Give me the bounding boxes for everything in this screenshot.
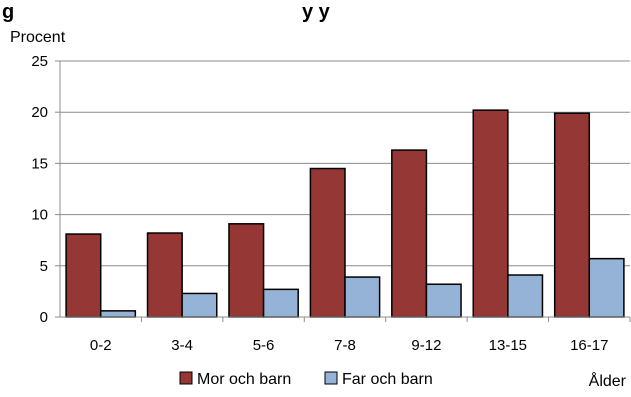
bar-mor-och-barn-3-4 [146, 232, 183, 318]
legend-label-far-och-barn: Far och barn [342, 371, 433, 388]
bar-far-och-barn-13-15 [507, 274, 544, 318]
x-tick-label: 0-2 [90, 337, 112, 354]
bar-far-och-barn-16-17 [588, 257, 625, 318]
bar-far-och-barn-5-6 [262, 288, 299, 318]
legend-swatch-far-och-barn [324, 371, 338, 385]
x-axis-title: Ålder [589, 371, 627, 390]
bar-mor-och-barn-0-2 [65, 233, 102, 318]
chart-title-fragment: g [2, 1, 14, 23]
x-tick-label: 16-17 [570, 337, 608, 354]
bar-far-och-barn-3-4 [181, 292, 218, 318]
x-tick-label: 3-4 [171, 337, 193, 354]
bars [65, 109, 625, 318]
y-tick-label: 5 [40, 258, 48, 275]
y-axis-title: Procent [10, 29, 66, 46]
y-tick-label: 10 [31, 207, 48, 224]
bar-far-och-barn-7-8 [344, 276, 381, 318]
y-tick-labels: 0 5 10 15 20 25 [31, 53, 48, 326]
gridlines [60, 60, 630, 267]
bar-far-och-barn-9-12 [425, 283, 462, 318]
bar-mor-och-barn-16-17 [553, 112, 591, 318]
x-tick-label: 13-15 [489, 337, 527, 354]
y-tick-label: 20 [31, 104, 48, 121]
bar-far-och-barn-0-2 [99, 310, 137, 318]
y-tick-label: 15 [31, 155, 48, 172]
y-tick-label: 0 [40, 309, 48, 326]
legend: Mor och barn Far och barn [179, 371, 433, 388]
x-tick-label: 5-6 [253, 337, 275, 354]
legend-swatch-mor-och-barn [179, 371, 193, 385]
y-tick-label: 25 [31, 53, 48, 70]
bar-mor-och-barn-7-8 [309, 167, 346, 318]
axes [55, 60, 631, 322]
chart-title-fragment-2: y y [302, 1, 331, 23]
legend-label-mor-och-barn: Mor och barn [197, 371, 291, 388]
bar-mor-och-barn-9-12 [391, 149, 428, 318]
x-tick-label: 7-8 [334, 337, 356, 354]
bar-mor-och-barn-13-15 [472, 109, 509, 318]
x-tick-label: 9-12 [411, 337, 441, 354]
x-tick-labels: 0-2 3-4 5-6 7-8 9-12 13-15 16-17 [90, 337, 609, 354]
bar-mor-och-barn-5-6 [228, 223, 265, 318]
